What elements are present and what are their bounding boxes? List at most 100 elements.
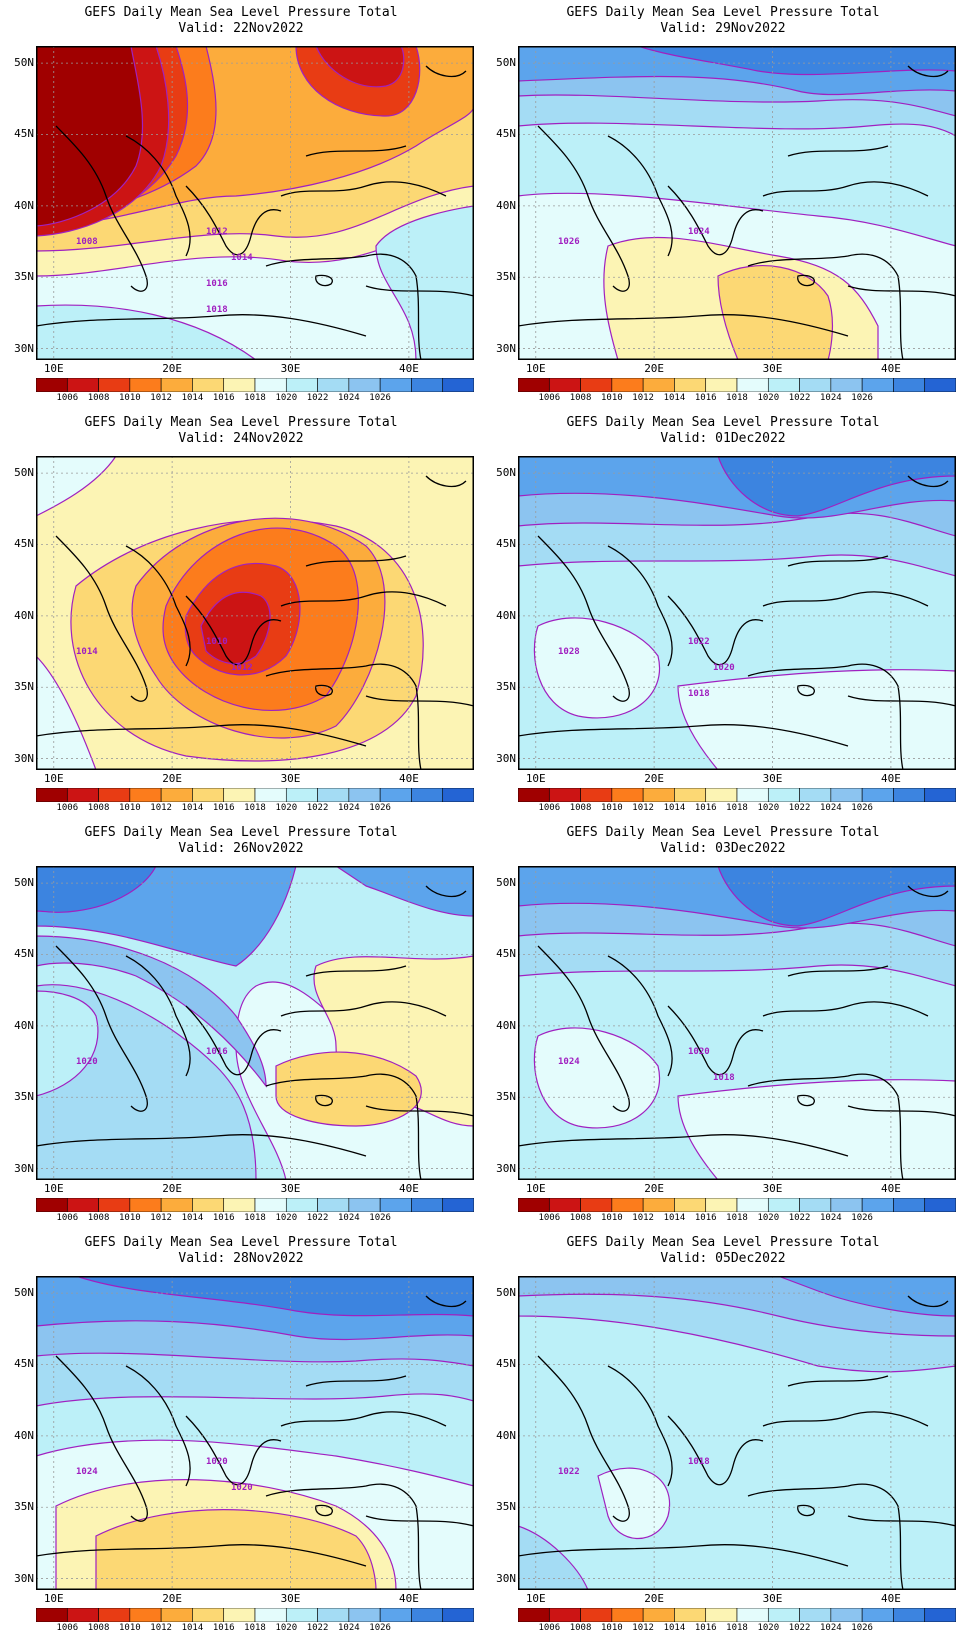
coastline — [315, 274, 333, 287]
coastline — [305, 145, 407, 157]
colorbar — [36, 788, 474, 802]
colorbar-swatch — [861, 1198, 894, 1212]
contour-label: 1028 — [558, 647, 580, 657]
colorbar-tick-label: 1026 — [369, 1213, 391, 1223]
coastline — [36, 724, 367, 747]
colorbar-swatch — [317, 1608, 350, 1622]
contour-label: 1020 — [688, 1047, 710, 1057]
colorbar-swatch — [411, 378, 444, 392]
colorbar — [518, 378, 956, 392]
longitude-label: 10E — [525, 362, 546, 375]
colorbar-swatch — [861, 788, 894, 802]
map-frame — [36, 1276, 474, 1590]
colorbar-tick-label: 1022 — [306, 393, 329, 403]
coastline — [607, 135, 673, 257]
colorbar-tick-label: 1026 — [369, 393, 391, 403]
colorbar-tick-label: 1018 — [244, 1213, 266, 1223]
colorbar-tick-label: 1024 — [820, 393, 842, 403]
colorbar-tick-label: 1020 — [757, 803, 780, 813]
coastline — [125, 135, 191, 257]
contour-label: 1018 — [688, 1457, 710, 1467]
colorbar-tick-label: 1008 — [87, 803, 110, 813]
coastline — [762, 181, 929, 197]
coastline — [280, 1001, 447, 1017]
longitude-label: 40E — [880, 772, 901, 785]
colorbar-swatch — [611, 1608, 644, 1622]
latitude-label: 35N — [496, 270, 516, 284]
longitude-label: 30E — [762, 1182, 783, 1195]
coastline — [537, 535, 630, 702]
colorbar-swatch — [36, 788, 68, 802]
colorbar-swatch — [893, 1608, 926, 1622]
latitude-label: 50N — [14, 56, 34, 70]
colorbar-tick-label: 1018 — [244, 803, 266, 813]
colorbar-tick-label: 1024 — [338, 393, 360, 403]
colorbar-swatch — [411, 1198, 444, 1212]
colorbar-tick-label: 1020 — [275, 1213, 298, 1223]
colorbar-labels: 1006 1008 1010 1012 1014 1016 1018 1020 1022 1024… — [518, 1213, 956, 1225]
longitude-label: 40E — [398, 362, 419, 375]
colorbar-tick-label: 1012 — [150, 803, 172, 813]
colorbar-tick-label: 1018 — [726, 1623, 748, 1633]
map-panel: GEFS Daily Mean Sea Level Pressure Total… — [0, 410, 482, 820]
longitude-label: 20E — [162, 1182, 183, 1195]
colorbar-swatch — [893, 378, 926, 392]
coastline — [315, 1094, 333, 1107]
colorbar-swatch — [379, 1198, 412, 1212]
coastline — [667, 185, 764, 256]
colorbar-tick-label: 1010 — [601, 1623, 623, 1633]
latitude-label: 50N — [496, 1286, 516, 1300]
colorbar-tick-label: 1006 — [538, 1623, 561, 1633]
map-frame — [36, 456, 474, 770]
latitude-label: 45N — [496, 537, 516, 551]
colorbar-swatch — [924, 1608, 956, 1622]
colorbar-tick-label: 1018 — [726, 393, 748, 403]
colorbar-labels: 1006 1008 1010 1012 1014 1016 1018 1020 1022 1024… — [518, 803, 956, 815]
map-panel: GEFS Daily Mean Sea Level Pressure Total… — [0, 1230, 482, 1640]
colorbar — [36, 378, 474, 392]
coastline — [280, 591, 447, 607]
coastline — [847, 1515, 956, 1527]
colorbar-tick-label: 1010 — [119, 803, 141, 813]
colorbar-tick-label: 1008 — [87, 1213, 110, 1223]
coastline — [607, 1365, 673, 1487]
colorbar — [518, 1198, 956, 1212]
colorbar-swatch — [736, 1608, 769, 1622]
colorbar-swatch — [129, 1608, 162, 1622]
pressure-map: 1024 1020 1018 — [518, 866, 956, 1180]
coastline — [667, 595, 764, 666]
panel-title: GEFS Daily Mean Sea Level Pressure Total — [566, 1235, 880, 1250]
contour-label: 1022 — [688, 637, 710, 647]
colorbar-swatch — [129, 788, 162, 802]
coastline — [365, 1515, 474, 1527]
colorbar-tick-label: 1022 — [788, 803, 811, 813]
longitude-label: 20E — [644, 362, 665, 375]
coastline — [185, 1005, 282, 1076]
colorbar-swatch — [611, 1198, 644, 1212]
contour-label: 1018 — [688, 689, 710, 699]
panel-title: GEFS Daily Mean Sea Level Pressure Total — [84, 5, 398, 20]
colorbar-tick-label: 1016 — [212, 803, 235, 813]
colorbar-tick-label: 1014 — [663, 803, 686, 813]
colorbar-swatch — [348, 378, 381, 392]
latitude-label: 50N — [14, 876, 34, 890]
pressure-map: 1022 1018 — [518, 1276, 956, 1590]
coastline — [425, 65, 467, 78]
coastline — [747, 1073, 904, 1180]
coastline — [518, 724, 849, 747]
longitude-label: 30E — [762, 772, 783, 785]
colorbar-swatch — [129, 1198, 162, 1212]
coastline — [907, 1295, 949, 1308]
coastline — [425, 885, 467, 898]
colorbar-labels: 1006 1008 1010 1012 1014 1016 1018 1020 1022 1024… — [36, 393, 474, 405]
colorbar-tick-label: 1024 — [338, 803, 360, 813]
panel-valid-date: Valid: 22Nov2022 — [178, 21, 304, 36]
longitude-label: 30E — [280, 1182, 301, 1195]
colorbar-swatch — [767, 788, 800, 802]
contour-label: 1018 — [713, 1073, 735, 1083]
colorbar-swatch — [893, 788, 926, 802]
contour-label: 1020 — [206, 1457, 228, 1467]
colorbar-tick-label: 1014 — [181, 1213, 204, 1223]
pressure-band — [75, 1276, 474, 1317]
longitude-label: 10E — [525, 1592, 546, 1605]
